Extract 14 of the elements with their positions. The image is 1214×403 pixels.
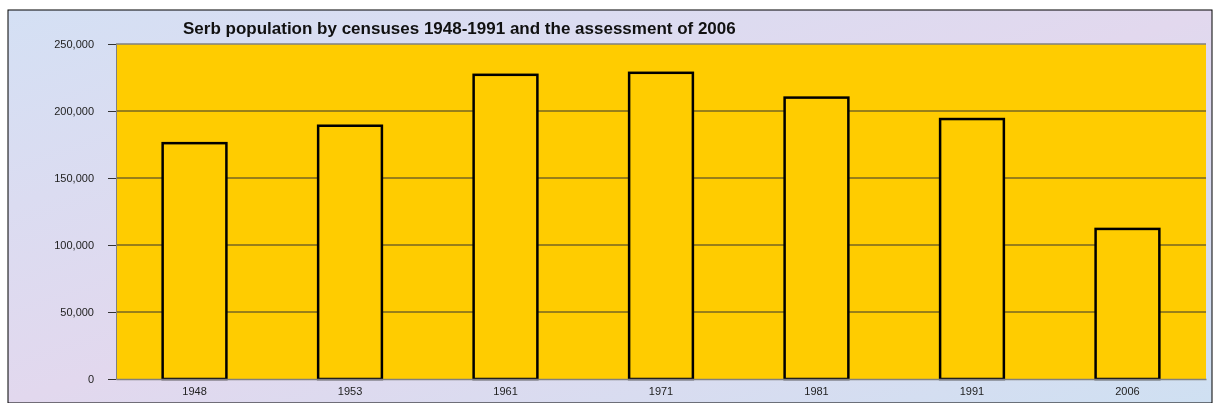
x-tick-label: 1991: [959, 384, 985, 397]
x-tick-label: 1981: [804, 384, 829, 397]
y-tick-label: 100,000: [54, 239, 94, 252]
chart-title: Serb population by censuses 1948-1991 and the assessment of 2006: [183, 19, 736, 38]
x-tick-label: 1948: [182, 384, 207, 397]
y-tick-label: 200,000: [54, 105, 94, 118]
y-tick-label: 150,000: [54, 172, 94, 185]
x-tick-label: 1971: [648, 384, 674, 397]
y-tick-label: 50,000: [60, 306, 94, 319]
x-tick-label: 1953: [337, 384, 363, 397]
y-tick-label: 250,000: [54, 38, 94, 51]
y-tick-label: 0: [87, 373, 94, 386]
x-tick-label: 2006: [1115, 384, 1140, 397]
x-tick-label: 1961: [493, 384, 518, 397]
